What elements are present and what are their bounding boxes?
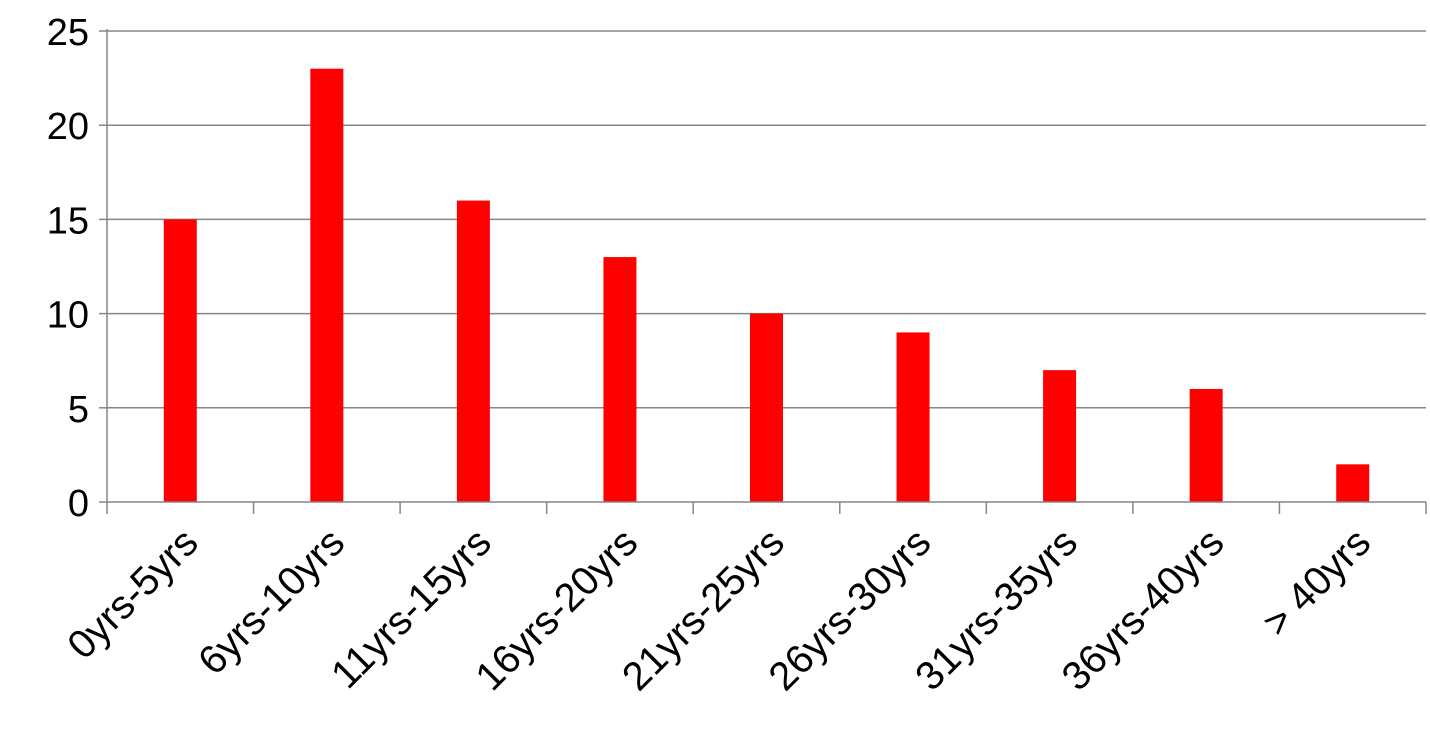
x-tick-label: > 40yrs [1254,520,1379,645]
bar [310,68,344,503]
bar [456,200,490,502]
bar [750,313,783,502]
y-tick-label: 15 [47,200,89,242]
bar [896,332,930,502]
y-tick-labels: 0 5 10 15 20 25 [47,12,89,525]
y-tick-label: 0 [68,483,89,525]
y-tick-label: 10 [47,295,89,337]
y-tick-label: 25 [47,12,89,54]
axes [99,29,1427,514]
bar [163,219,197,502]
y-tick-label: 5 [68,389,89,431]
bar [1043,370,1077,502]
y-tick-label: 20 [47,106,89,148]
x-tick-labels: 0yrs-5yrs6yrs-10yrs11yrs-15yrs16yrs-20yr… [59,520,1379,699]
x-tick-label: 0yrs-5yrs [59,520,206,667]
bar [603,257,637,502]
bar [1336,464,1370,502]
bars [163,68,1370,503]
bar [1189,388,1223,502]
